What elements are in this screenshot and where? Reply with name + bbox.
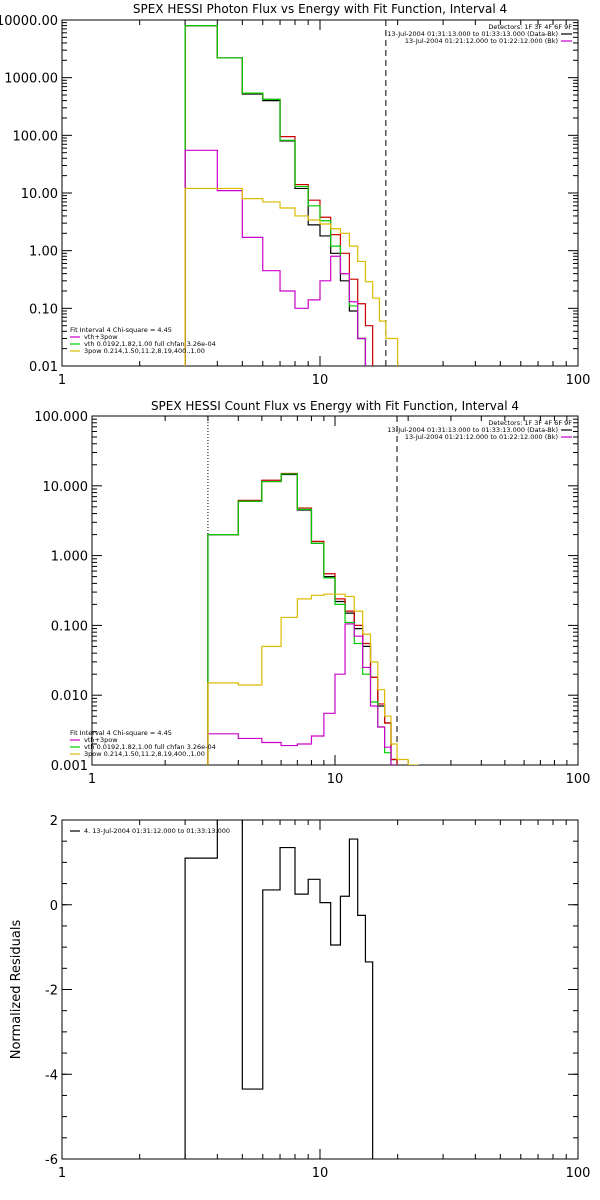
series-line-4 [207, 623, 398, 765]
plot-frame [61, 819, 579, 1160]
series-line-3 [207, 473, 398, 765]
y-tick-label: -6 [45, 1153, 58, 1168]
legend-entry: vth+3pow [84, 736, 118, 744]
x-tick-label: 1 [58, 1166, 66, 1181]
y-tick-label: 1.00 [29, 245, 58, 260]
x-tick-label: 10 [312, 373, 329, 388]
plot-area [207, 472, 419, 765]
y-tick-label: 0 [50, 899, 58, 914]
series-line-1 [184, 820, 374, 1159]
x-tick-label: 10 [327, 772, 344, 787]
chart-title: SPEX HESSI Photon Flux vs Energy with Fi… [133, 2, 507, 16]
y-axis-label: Normalized Residuals [9, 920, 24, 1060]
plot-frame [61, 19, 579, 367]
plot-area [184, 820, 374, 1159]
series-line-4 [184, 149, 367, 366]
chart-panel-3: 1 10 100 -6 -4 -2 0 2 Normalized Residuals 4. 13-… [9, 814, 590, 1181]
y-tick-label: -4 [45, 1068, 58, 1083]
legend-entry: vth 0.0192,1.82,1.00 full chfan 3.26e-04 [84, 743, 216, 751]
y-tick-label: 1000.00 [4, 72, 58, 87]
y-tick-label: 10000.00 [0, 14, 58, 29]
series-line-1 [207, 473, 398, 765]
series-line-2 [207, 472, 398, 765]
series-line-5 [184, 187, 399, 366]
series-line-3 [184, 24, 367, 366]
x-tick-label: 1 [88, 772, 96, 787]
info-line: 13-Jul-2004 01:31:13.000 to 01:33:13.000… [387, 426, 558, 434]
y-tick-label: 100.00 [13, 129, 59, 144]
legend-entry: 4. 13-Jul-2004 01:31:12.000 to 01:33:13.… [84, 827, 230, 835]
plot-area [184, 24, 399, 366]
series-line-5 [207, 593, 419, 765]
y-tick-label: 0.100 [51, 619, 88, 634]
legend-entry: vth+3pow [84, 333, 118, 341]
legend-entry: vth 0.0192,1.82,1.00 full chfan 3.26e-04 [84, 340, 216, 348]
x-tick-label: 10 [312, 1166, 329, 1181]
chart-panel-2: SPEX HESSI Count Flux vs Energy with Fit… [34, 399, 590, 787]
legend-header: Fit Interval 4 Chi-square = 4.45 [70, 326, 172, 334]
y-tick-label: 0.010 [51, 689, 88, 704]
y-tick-label: -2 [45, 984, 58, 999]
y-tick-label: 2 [50, 814, 58, 829]
legend-header: Fit Interval 4 Chi-square = 4.45 [70, 729, 172, 737]
y-tick-label: 10.000 [43, 480, 89, 495]
chart-panel-1: SPEX HESSI Photon Flux vs Energy with Fi… [0, 2, 590, 388]
y-tick-label: 1.000 [51, 550, 88, 565]
series-line-2 [184, 24, 374, 366]
info-line: 13-Jul-2004 01:31:13.000 to 01:33:13.000… [387, 30, 558, 38]
legend-entry: 3pow 0.214,1.50,11.2,8.19,400.,1.00 [84, 347, 205, 355]
series-line-1 [184, 24, 367, 366]
y-tick-label: 10.00 [21, 187, 58, 202]
x-tick-label: 100 [566, 772, 591, 787]
info-line: 13-Jul-2004 01:21:12.000 to 01:22:12.000… [405, 433, 558, 441]
y-tick-label: 0.001 [51, 759, 88, 774]
y-tick-label: 0.10 [29, 302, 58, 317]
info-line: Detectors: 1F 3F 4F 6F 9F [488, 419, 572, 427]
y-tick-label: 100.000 [34, 410, 88, 425]
x-tick-label: 100 [566, 373, 591, 388]
legend-entry: 3pow 0.214,1.50,11.2,8.19,400.,1.00 [84, 750, 205, 758]
chart-title: SPEX HESSI Count Flux vs Energy with Fit… [151, 399, 519, 413]
info-line: 13-Jul-2004 01:21:12.000 to 01:22:12.000… [405, 37, 558, 45]
x-tick-label: 1 [58, 373, 66, 388]
y-tick-label: 0.01 [29, 360, 58, 375]
x-tick-label: 100 [566, 1166, 591, 1181]
info-line: Detectors: 1F 3F 4F 6F 9F [488, 23, 572, 31]
